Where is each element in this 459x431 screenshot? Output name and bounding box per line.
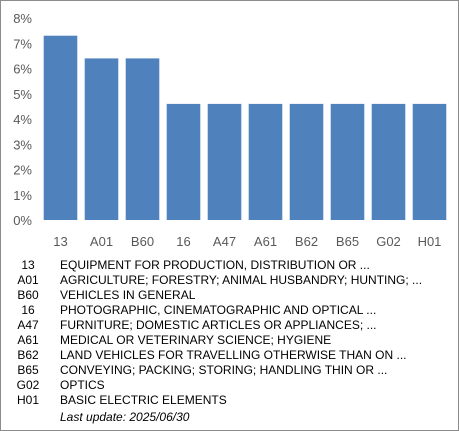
legend-code: 16	[21, 303, 35, 317]
bar-16	[166, 103, 201, 220]
legend-code: A47	[17, 318, 39, 332]
bar-13	[43, 35, 78, 221]
legend-code: G02	[16, 378, 40, 392]
x-tick-label: A01	[90, 234, 113, 249]
legend-text: VEHICLES IN GENERAL	[60, 288, 196, 302]
legend-code: B62	[17, 348, 39, 362]
x-tick-label: H01	[418, 234, 442, 249]
bar-A61	[248, 103, 283, 220]
x-tick-label: 13	[53, 234, 67, 249]
legend-text: FURNITURE; DOMESTIC ARTICLES OR APPLIANC…	[60, 318, 377, 332]
y-tick-label: 6%	[13, 62, 32, 77]
legend-text: OPTICS	[60, 378, 105, 392]
legend-text: BASIC ELECTRIC ELEMENTS	[60, 393, 227, 407]
bar-B62	[289, 103, 324, 220]
x-tick-label: B65	[336, 234, 359, 249]
legend-text: CONVEYING; PACKING; STORING; HANDLING TH…	[60, 363, 388, 377]
y-tick-label: 0%	[13, 213, 32, 228]
x-tick-label: A47	[213, 234, 236, 249]
y-tick-label: 4%	[13, 112, 32, 127]
legend-item: B65 CONVEYING; PACKING; STORING; HANDLING…	[8, 363, 453, 378]
y-tick-label: 2%	[13, 163, 32, 178]
y-tick-label: 5%	[13, 87, 32, 102]
legend-text: PHOTOGRAPHIC, CINEMATOGRAPHIC AND OPTICA…	[60, 303, 377, 317]
y-tick-label: 7%	[13, 36, 32, 51]
y-tick-label: 8%	[13, 11, 32, 26]
bar-chart: 0% 1% 2% 3% 4% 5% 6% 7% 8% 13 A01 B60 16 A47 A61 B62 B65…	[13, 11, 447, 249]
legend-item: B60 VEHICLES IN GENERAL	[8, 288, 453, 303]
legend-text: EQUIPMENT FOR PRODUCTION, DISTRIBUTION O…	[60, 258, 370, 272]
y-tick-label: 1%	[13, 188, 32, 203]
legend: 13 EQUIPMENT FOR PRODUCTION, DISTRIBUTION…	[8, 258, 453, 408]
bar-H01	[412, 103, 447, 220]
legend-code: H01	[16, 393, 39, 407]
x-tick-label: B62	[295, 234, 318, 249]
legend-item: H01 BASIC ELECTRIC ELEMENTS	[8, 393, 453, 408]
bar-B60	[125, 58, 160, 221]
legend-item: B62 LAND VEHICLES FOR TRAVELLING OTHERWIS…	[8, 348, 453, 363]
legend-code: A01	[17, 273, 39, 287]
legend-item: A01 AGRICULTURE; FORESTRY; ANIMAL HUSBAND…	[8, 273, 453, 288]
legend-item: G02 OPTICS	[8, 378, 453, 393]
x-tick-label: G02	[376, 234, 401, 249]
legend-item: 13 EQUIPMENT FOR PRODUCTION, DISTRIBUTION…	[8, 258, 453, 273]
legend-code: B60	[17, 288, 39, 302]
bar-A01	[84, 58, 119, 221]
legend-item: A61 MEDICAL OR VETERINARY SCIENCE; HYGIEN…	[8, 333, 453, 348]
legend-text: MEDICAL OR VETERINARY SCIENCE; HYGIENE	[60, 333, 332, 347]
legend-code: A61	[17, 333, 39, 347]
bar-G02	[371, 103, 406, 220]
legend-item: A47 FURNITURE; DOMESTIC ARTICLES OR APPLI…	[8, 318, 453, 333]
legend-text: AGRICULTURE; FORESTRY; ANIMAL HUSBANDRY;…	[60, 273, 423, 287]
last-update: Last update: 2025/06/30	[60, 410, 190, 424]
bar-A47	[207, 103, 242, 220]
y-tick-label: 3%	[13, 137, 32, 152]
bar-B65	[330, 103, 365, 220]
legend-text: LAND VEHICLES FOR TRAVELLING OTHERWISE T…	[60, 348, 407, 362]
x-tick-label: 16	[176, 234, 190, 249]
x-tick-label: A61	[254, 234, 277, 249]
x-tick-label: B60	[131, 234, 154, 249]
legend-code: B65	[17, 363, 39, 377]
legend-code: 13	[21, 258, 35, 272]
legend-item: 16 PHOTOGRAPHIC, CINEMATOGRAPHIC AND OPTI…	[8, 303, 453, 318]
